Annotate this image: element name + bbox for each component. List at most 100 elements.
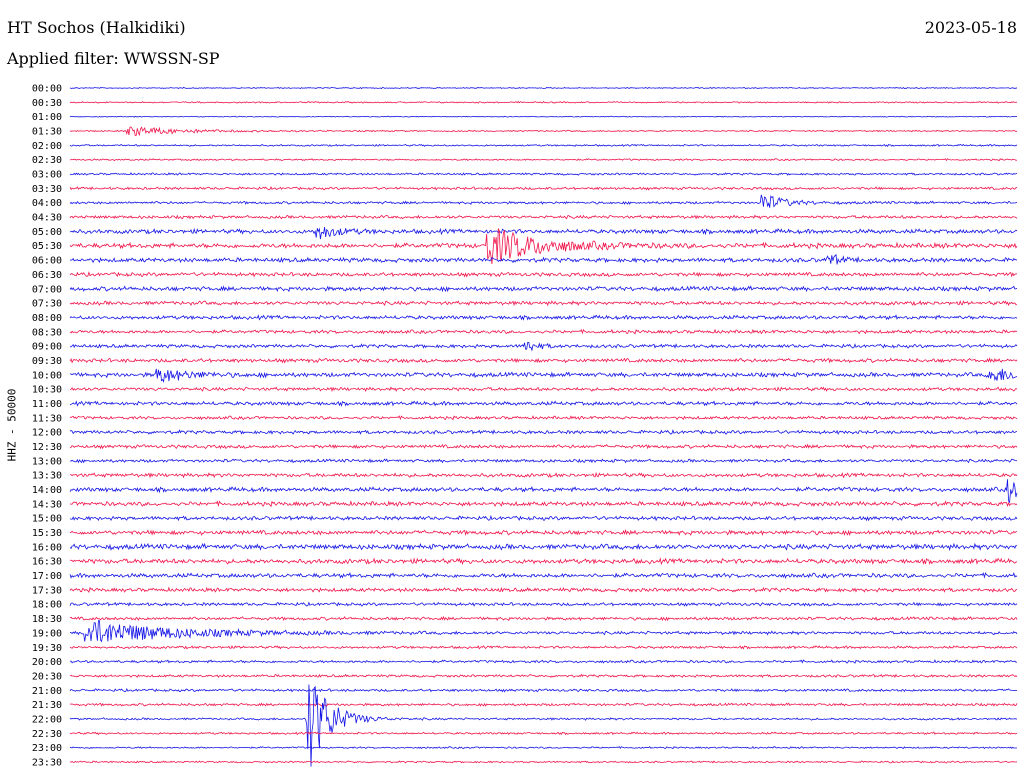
tick-label-1900: 19:00	[32, 628, 62, 639]
tick-label-2300: 23:00	[32, 743, 62, 754]
trace-1200	[69, 429, 1018, 435]
tick-label-1930: 19:30	[32, 643, 62, 654]
trace-0230	[69, 158, 1018, 162]
date-label: 2023-05-18	[924, 18, 1017, 37]
trace-0930	[69, 357, 1018, 364]
tick-label-1800: 18:00	[32, 600, 62, 611]
trace-0430	[69, 214, 1018, 220]
tick-label-0800: 08:00	[32, 313, 62, 324]
tick-label-2000: 20:00	[32, 657, 62, 668]
trace-0130	[69, 126, 1018, 137]
trace-2000	[69, 659, 1018, 664]
seismic-traces	[69, 86, 1018, 767]
trace-2100	[69, 687, 1018, 693]
tick-label-0430: 04:30	[32, 213, 62, 224]
trace-1000	[69, 368, 1018, 384]
trace-0330	[69, 186, 1017, 191]
tick-label-1700: 17:00	[32, 571, 62, 582]
tick-label-0700: 07:00	[32, 284, 62, 295]
tick-label-0900: 09:00	[32, 342, 62, 353]
tick-label-0830: 08:30	[32, 327, 62, 338]
trace-1730	[69, 586, 1017, 593]
trace-0300	[69, 172, 1018, 176]
trace-0000	[69, 86, 1018, 90]
tick-label-0730: 07:30	[32, 299, 62, 310]
tick-labels: 00:00 00:30 01:00 01:30 02:00 02:30 03:00 03:30…	[32, 84, 62, 769]
trace-0600	[69, 253, 1018, 265]
trace-2230	[69, 731, 1018, 736]
trace-1230	[69, 443, 1018, 450]
tick-label-2230: 22:30	[32, 729, 62, 740]
trace-1600	[69, 542, 1018, 552]
tick-label-1300: 13:00	[32, 456, 62, 467]
tick-label-1500: 15:00	[32, 514, 62, 525]
tick-label-1530: 15:30	[32, 528, 62, 539]
trace-1930	[69, 645, 1018, 650]
tick-label-0500: 05:00	[32, 227, 62, 238]
trace-1330	[69, 472, 1018, 479]
trace-1500	[69, 514, 1018, 522]
tick-label-0330: 03:30	[32, 184, 62, 195]
trace-0800	[69, 314, 1018, 321]
trace-2130	[69, 702, 1018, 707]
tick-label-1630: 16:30	[32, 557, 62, 568]
trace-1700	[69, 571, 1018, 579]
tick-label-1200: 12:00	[32, 428, 62, 439]
trace-0500	[69, 226, 1018, 240]
tick-label-0100: 01:00	[32, 112, 62, 123]
trace-0830	[69, 328, 1018, 335]
trace-2030	[69, 673, 1018, 679]
tick-label-0200: 02:00	[32, 141, 62, 152]
tick-label-0030: 00:30	[32, 98, 62, 109]
tick-label-1430: 14:30	[32, 499, 62, 510]
tick-label-0130: 01:30	[32, 127, 62, 138]
tick-label-0400: 04:00	[32, 198, 62, 209]
tick-label-2200: 22:00	[32, 714, 62, 725]
trace-1130	[69, 415, 1018, 421]
trace-1800	[69, 601, 1018, 607]
tick-label-1330: 13:30	[32, 471, 62, 482]
tick-label-1130: 11:30	[32, 413, 62, 424]
trace-1630	[69, 557, 1018, 566]
trace-2300	[69, 746, 1018, 750]
filter-label: Applied filter: WWSSN-SP	[7, 49, 220, 68]
tick-label-0530: 05:30	[32, 241, 62, 252]
trace-0200	[69, 143, 1018, 147]
trace-2330	[69, 760, 1018, 764]
tick-label-1230: 12:30	[32, 442, 62, 453]
trace-0630	[69, 271, 1018, 278]
tick-label-0600: 06:00	[32, 256, 62, 267]
tick-label-0630: 06:30	[32, 270, 62, 281]
trace-0030	[69, 101, 1018, 104]
tick-label-0930: 09:30	[32, 356, 62, 367]
tick-label-2130: 21:30	[32, 700, 62, 711]
trace-1430	[69, 500, 1018, 508]
trace-0730	[69, 300, 1018, 307]
tick-label-2030: 20:30	[32, 671, 62, 682]
tick-label-0300: 03:00	[32, 170, 62, 181]
tick-label-1000: 10:00	[32, 370, 62, 381]
tick-label-0000: 00:00	[32, 84, 62, 95]
trace-0700	[69, 285, 1018, 293]
trace-1100	[69, 400, 1018, 407]
tick-label-2100: 21:00	[32, 686, 62, 697]
tick-label-1730: 17:30	[32, 585, 62, 596]
station-title: HT Sochos (Halkidiki)	[7, 18, 186, 37]
trace-0100	[69, 115, 1018, 118]
trace-1530	[69, 528, 1018, 537]
tick-label-0230: 02:30	[32, 155, 62, 166]
trace-0400	[69, 194, 1018, 208]
tick-label-1030: 10:30	[32, 385, 62, 396]
trace-0900	[69, 342, 1018, 352]
trace-1400	[69, 479, 1018, 504]
trace-1900	[69, 620, 1018, 643]
trace-1030	[69, 386, 1018, 393]
tick-label-1100: 11:00	[32, 399, 62, 410]
trace-2200	[69, 684, 1018, 767]
trace-1300	[69, 458, 1018, 464]
tick-label-1600: 16:00	[32, 542, 62, 553]
trace-0530	[69, 228, 1018, 265]
trace-1830	[69, 615, 1018, 622]
tick-label-2330: 23:30	[32, 757, 62, 768]
